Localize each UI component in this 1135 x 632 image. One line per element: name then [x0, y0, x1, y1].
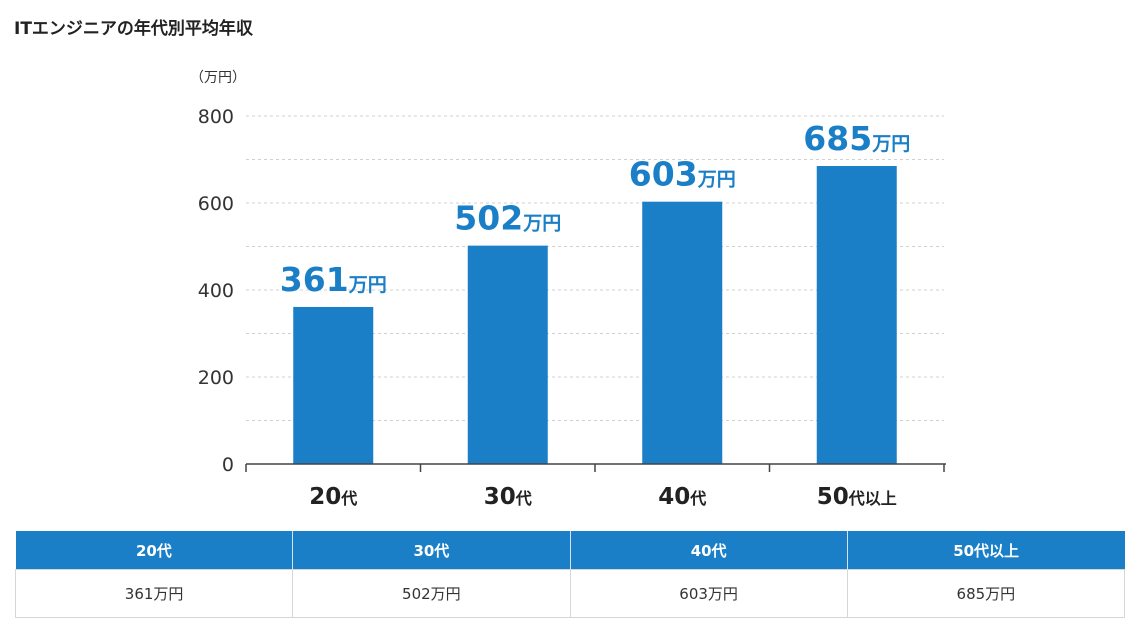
y-axis-unit-label: （万円）	[190, 70, 246, 86]
page-title: ITエンジニアの年代別平均年収	[14, 19, 253, 39]
x-axis-labels: 20代 30代 40代 50代以上	[309, 484, 897, 510]
table-header-cell: 40代	[570, 531, 848, 570]
x-tick-label: 30代	[484, 484, 532, 510]
x-tick-label: 40代	[658, 484, 706, 510]
table-header-cell: 20代	[15, 531, 294, 570]
table-row: 361万円 502万円 603万円 685万円	[14, 569, 1126, 618]
bars	[293, 166, 897, 464]
x-tick-label: 50代以上	[817, 484, 897, 510]
table-cell: 361万円	[14, 569, 294, 618]
x-tick-label: 20代	[309, 484, 357, 510]
y-tick-label: 0	[222, 454, 234, 476]
bar	[816, 166, 897, 464]
bar	[467, 245, 548, 464]
table-cell: 685万円	[846, 569, 1126, 618]
value-label: 685万円	[803, 119, 910, 158]
y-tick-label: 200	[198, 367, 234, 389]
table-cell: 502万円	[292, 569, 571, 618]
value-labels: 361万円 502万円 603万円 685万円	[280, 119, 910, 299]
table-header-cell: 30代	[292, 531, 571, 570]
table-header-row: 20代 30代 40代 50代以上	[15, 531, 1125, 570]
table-cell: 603万円	[569, 569, 848, 618]
bar	[642, 201, 723, 464]
value-label: 603万円	[629, 155, 736, 194]
value-label: 502万円	[454, 199, 561, 238]
table-header-cell: 50代以上	[847, 531, 1125, 570]
salary-table: 20代 30代 40代 50代以上 361万円 502万円 603万円 685万…	[14, 531, 1126, 618]
y-axis-ticks: 0 200 400 600 800	[198, 106, 234, 476]
y-tick-label: 400	[198, 280, 234, 302]
x-axis	[245, 463, 946, 472]
bar	[293, 306, 374, 464]
y-tick-label: 800	[198, 106, 234, 128]
y-tick-label: 600	[198, 193, 234, 215]
value-label: 361万円	[280, 260, 387, 299]
